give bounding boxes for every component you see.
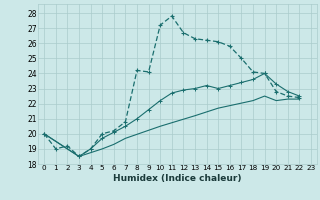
X-axis label: Humidex (Indice chaleur): Humidex (Indice chaleur) bbox=[113, 174, 242, 183]
